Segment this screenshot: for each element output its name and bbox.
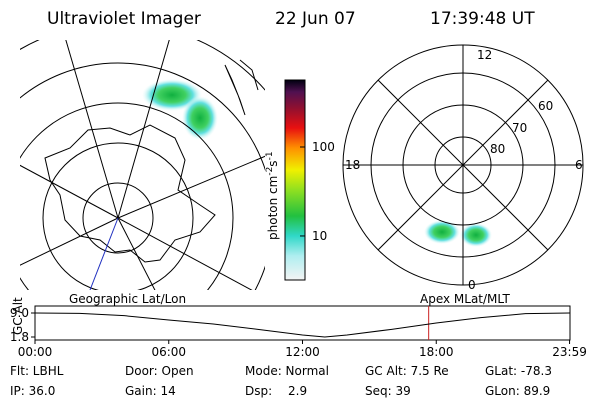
- field: Flt: LBHL: [10, 364, 64, 378]
- instrument: Ultraviolet Imager: [47, 9, 201, 29]
- aurora: [460, 223, 492, 247]
- geographic-map: [20, 40, 265, 290]
- field: IP: 36.0: [10, 384, 55, 398]
- field: Gain: 14: [125, 384, 176, 398]
- field: GLat: -78.3: [485, 364, 552, 378]
- field: GC Alt: 7.5 Re: [365, 364, 449, 378]
- x-tick-label: 23:59: [552, 345, 587, 359]
- lat-label: 70: [512, 121, 527, 135]
- colorbar-scale: [284, 79, 306, 281]
- footer: Flt: LBHL Door: Open Mode: Normal GC Alt…: [10, 364, 552, 398]
- colorbar-label: photon cm-2s-1: [265, 151, 280, 240]
- field: GLon: 89.9: [485, 384, 550, 398]
- right-label: Apex MLat/MLT: [420, 292, 510, 306]
- colorbar: photon cm-2s-1: [265, 79, 306, 281]
- aurora: [424, 220, 460, 244]
- colorbar-tick-label: 100: [312, 140, 335, 154]
- unit: -1: [265, 151, 275, 160]
- left-label: Geographic Lat/Lon: [69, 292, 186, 306]
- track: [89, 217, 119, 290]
- time: 17:39:48 UT: [430, 9, 535, 29]
- unit: photon cm: [266, 176, 280, 240]
- mlt-label: 0: [468, 278, 476, 292]
- colorbar-tick-label: 10: [312, 229, 327, 243]
- mlt-label: 18: [345, 158, 360, 172]
- field: Dsp:: [245, 384, 272, 398]
- mlt-label: 6: [575, 158, 583, 172]
- coastline: [44, 124, 216, 263]
- date: 22 Jun 07: [275, 9, 356, 29]
- x-tick-label: 00:00: [18, 345, 53, 359]
- polar-plot: 12 18 6 0 60 70 80: [342, 44, 584, 292]
- altitude-line: [34, 312, 570, 338]
- lat-label: 80: [490, 142, 505, 156]
- x-tick-label: 06:00: [151, 345, 186, 359]
- lat-label: 60: [538, 99, 553, 113]
- field: 2.9: [288, 384, 307, 398]
- field: Mode: Normal: [245, 364, 329, 378]
- coastline: [224, 59, 259, 116]
- x-tick-label: 12:00: [285, 345, 320, 359]
- aurora: [182, 96, 218, 140]
- y-tick-label: 1.8: [10, 330, 29, 344]
- y-axis-label: GC Alt: [11, 297, 25, 335]
- x-tick-label: 18:00: [419, 345, 454, 359]
- y-tick-label: 9.0: [10, 306, 29, 320]
- altitude-plot: Geographic Lat/Lon Apex MLat/MLT GC Alt: [11, 292, 571, 341]
- mlt-label: 12: [477, 48, 492, 62]
- field: Door: Open: [125, 364, 194, 378]
- field: Seq: 39: [365, 384, 411, 398]
- unit: -2: [265, 167, 275, 176]
- unit: s: [266, 160, 280, 166]
- header: Ultraviolet Imager 22 Jun 07 17:39:48 UT: [47, 9, 535, 29]
